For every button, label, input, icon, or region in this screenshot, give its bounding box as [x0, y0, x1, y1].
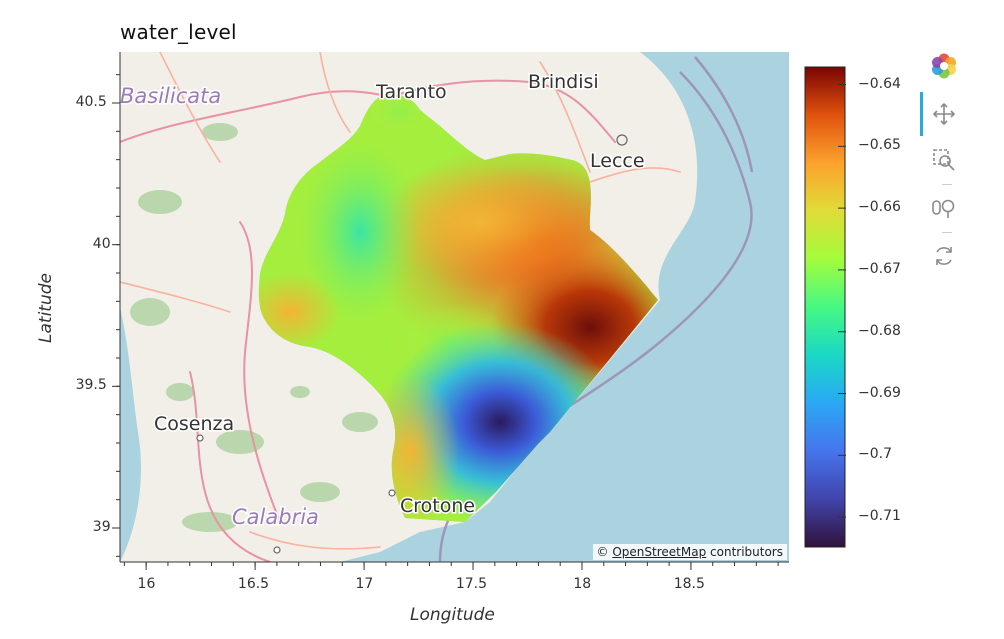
x-tick-label: 17	[355, 576, 374, 592]
colorbar-tick-label: −0.68	[858, 322, 901, 339]
wheel-zoom-icon[interactable]	[928, 192, 960, 224]
label-crotone: Crotone	[400, 495, 475, 517]
attribution-suffix: contributors	[706, 545, 783, 559]
reset-icon[interactable]	[928, 240, 960, 272]
bokeh-logo-icon[interactable]	[928, 50, 960, 82]
colorbar-ticks	[838, 84, 846, 518]
toolbar-divider	[942, 184, 952, 185]
city-markers	[196, 134, 628, 554]
pan-icon[interactable]	[928, 98, 960, 130]
x-tick-label: 18	[573, 576, 592, 592]
label-lecce: Lecce	[590, 150, 645, 172]
x-tick-label: 16	[137, 576, 156, 592]
map-panel[interactable]: Basilicata Taranto Brindisi Lecce Cosenz…	[120, 52, 789, 562]
y-tick-label: 40	[92, 235, 111, 252]
label-taranto: Taranto	[375, 81, 447, 103]
plot-title: water_level	[120, 20, 237, 44]
y-tick-label: 39	[92, 519, 111, 535]
colorbar-tick-label: −0.69	[858, 384, 901, 401]
x-tick-label: 18.5	[673, 576, 705, 592]
colorbar-tick-label: −0.64	[858, 75, 901, 92]
colorbar-tick-label: −0.7	[858, 446, 892, 463]
sea-area	[120, 307, 141, 562]
colorbar-tick-label: −0.65	[858, 137, 901, 154]
x-axis-label: Longitude	[410, 605, 495, 625]
roads	[120, 52, 681, 562]
label-calabria: Calabria	[232, 505, 319, 529]
active-tool-indicator	[920, 92, 923, 136]
toolbar-divider	[942, 232, 952, 233]
y-ticks	[112, 74, 120, 557]
map-attribution: © OpenStreetMap contributors	[592, 544, 787, 560]
x-ticks	[123, 562, 779, 570]
colorbar-tick-label: −0.71	[858, 508, 901, 525]
y-tick-label: 40.5	[75, 94, 107, 110]
x-tick-label: 17.5	[455, 576, 487, 592]
label-cosenza: Cosenza	[154, 413, 234, 435]
osm-link[interactable]: OpenStreetMap	[612, 545, 707, 559]
forest-patches	[130, 123, 378, 532]
colorbar-tick-label: −0.67	[858, 260, 901, 277]
y-axis-label: Latitude	[36, 273, 56, 343]
colorbar-tick-label: −0.66	[858, 199, 901, 216]
map-canvas[interactable]: Basilicata Taranto Brindisi Lecce Cosenz…	[120, 52, 789, 562]
box-zoom-icon[interactable]	[928, 144, 960, 176]
toolbar	[920, 50, 970, 280]
label-basilicata: Basilicata	[120, 84, 221, 108]
x-tick-label: 16.5	[237, 576, 270, 592]
colorbar-gradient	[804, 66, 846, 548]
attribution-prefix: ©	[596, 545, 613, 559]
label-brindisi: Brindisi	[528, 71, 599, 93]
y-tick-label: 39.5	[75, 377, 107, 394]
colorbar	[804, 66, 846, 548]
